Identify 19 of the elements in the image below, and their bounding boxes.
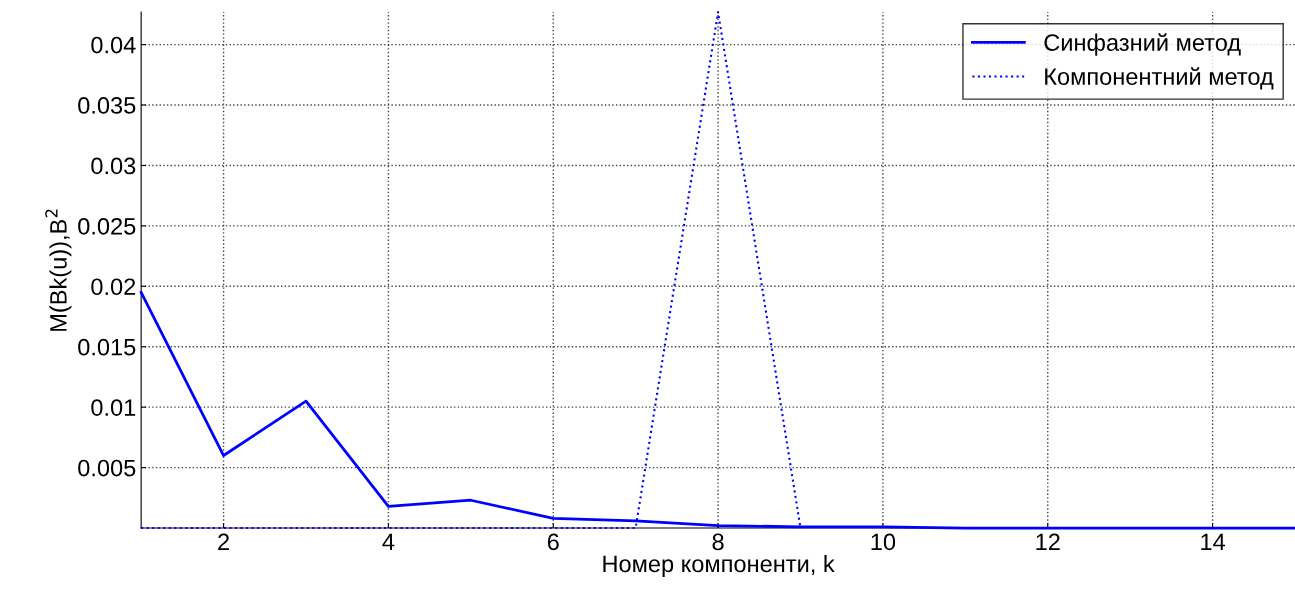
y-tick-label: 0.025	[78, 217, 136, 235]
x-tick-label: 4	[382, 533, 395, 551]
legend-label: Компонентний метод	[1045, 67, 1274, 90]
x-tick-label: 12	[1036, 533, 1060, 551]
x-tick-label: 6	[547, 533, 559, 551]
y-tick-label: 0.03	[91, 157, 136, 175]
x-tick-label: 8	[712, 533, 724, 551]
x-tick-label: 14	[1201, 533, 1226, 551]
y-tick-label: 0.015	[78, 338, 136, 356]
y-tick-label: 0.005	[78, 459, 136, 477]
y-tick-label: 0.02	[91, 278, 136, 296]
x-axis-title: Номер компоненти, k	[603, 554, 835, 577]
y-tick-label: 0.035	[78, 97, 136, 114]
legend-label: Синфазний метод	[1044, 33, 1241, 56]
y-tick-label: 0.01	[91, 399, 136, 416]
y-tick-label: 0.04	[91, 36, 136, 54]
y-axis-title: M(Bk(u)),B$^{2}$	[45, 209, 72, 331]
x-tick-label: 10	[871, 533, 896, 551]
x-tick-label: 2	[218, 533, 229, 551]
